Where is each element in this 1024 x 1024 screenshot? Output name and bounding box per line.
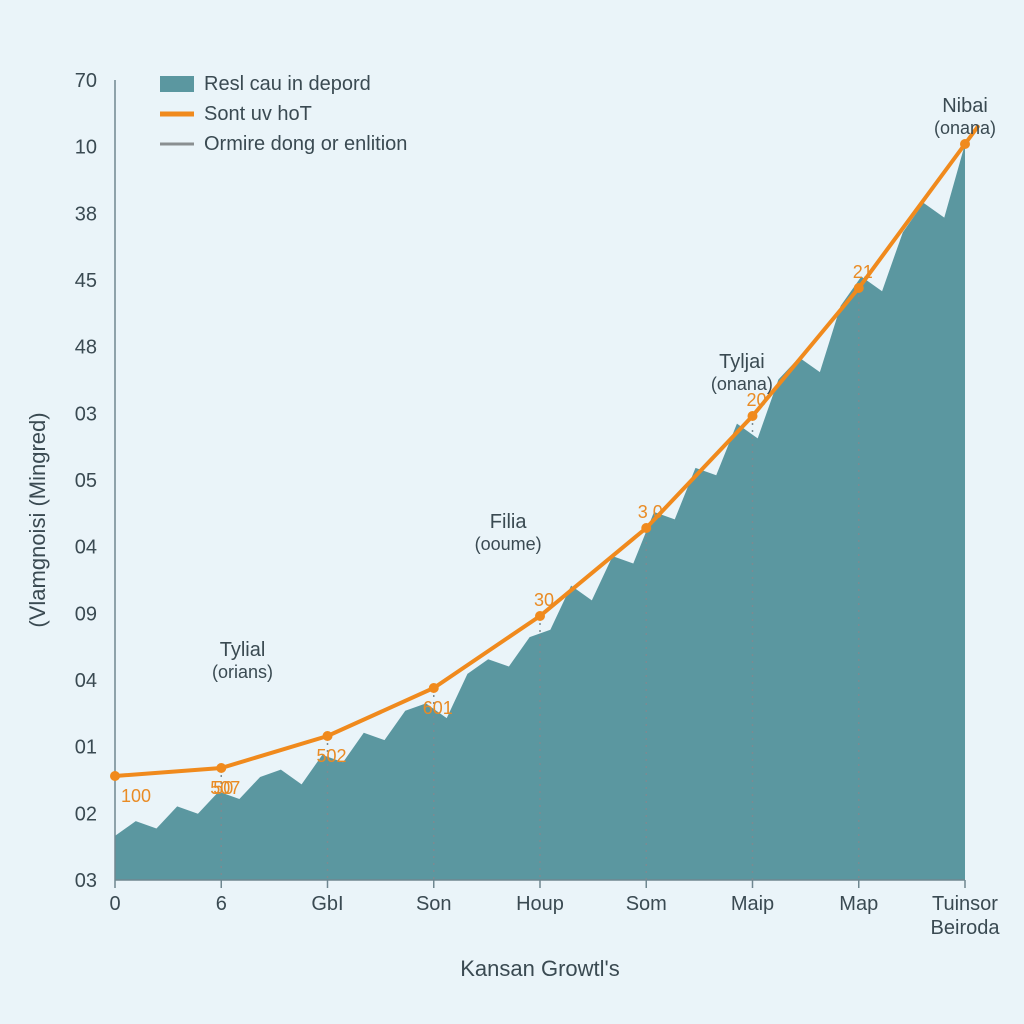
y-tick-label: 01 xyxy=(75,737,97,759)
x-tick-label: 0 xyxy=(109,893,120,915)
line-point-label: 30 xyxy=(534,590,554,610)
x-tick-label: Beiroda xyxy=(931,917,1001,939)
y-tick-label: 10 xyxy=(75,137,97,159)
y-tick-label: 09 xyxy=(75,603,97,625)
line-marker xyxy=(641,523,651,533)
annotation-title: Tylial xyxy=(220,639,266,661)
line-marker xyxy=(110,771,120,781)
line-marker xyxy=(748,411,758,421)
annotation-sub: (ooume) xyxy=(475,534,542,554)
line-point-label: 502 xyxy=(316,746,346,766)
legend-label: Sont uv hoT xyxy=(204,103,312,125)
y-tick-label: 04 xyxy=(75,537,97,559)
y-tick-label: 04 xyxy=(75,670,97,692)
growth-chart: 70 10 38 45 48 03 05 04 09 04 01 02 03 (Vlamgnoisi (M… xyxy=(0,0,1024,1024)
line-point-label: 100 xyxy=(121,786,151,806)
legend-swatch-area xyxy=(160,76,194,92)
annotation-sub: (onana) xyxy=(711,374,773,394)
y-axis-title: (Vlamgnoisi (Mingred) xyxy=(25,412,50,627)
legend-label: Resl cau in depord xyxy=(204,73,371,95)
y-tick-label: 70 xyxy=(75,70,97,92)
annotation-title: Filia xyxy=(490,511,528,533)
x-tick-label: Map xyxy=(839,893,878,915)
x-tick-label: Som xyxy=(626,893,667,915)
annotation-sub: (onana) xyxy=(934,118,996,138)
x-tick-label: GbI xyxy=(311,893,343,915)
y-tick-label: 02 xyxy=(75,803,97,825)
annotation-sub: (orians) xyxy=(212,662,273,682)
annotation-title: Nibai xyxy=(942,95,988,117)
line-marker xyxy=(323,731,333,741)
x-tick-label: 6 xyxy=(216,893,227,915)
x-axis-title: Kansan Growtl's xyxy=(460,956,620,981)
x-tick-label: Maip xyxy=(731,893,774,915)
line-marker xyxy=(216,763,226,773)
area-series xyxy=(115,144,965,880)
line-marker xyxy=(429,683,439,693)
line-point-label: 3 0 xyxy=(638,502,663,522)
y-tick-label: 05 xyxy=(75,470,97,492)
line-marker xyxy=(854,283,864,293)
y-tick-label: 45 xyxy=(75,270,97,292)
line-point-label: 601 xyxy=(423,698,453,718)
line-marker xyxy=(535,611,545,621)
x-tick-label: Houp xyxy=(516,893,564,915)
line-point-label: 50 xyxy=(213,778,233,798)
x-tick-label: Son xyxy=(416,893,452,915)
annotation-title: Tyljai xyxy=(719,351,765,373)
y-tick-label: 03 xyxy=(75,870,97,892)
legend-label: Ormire dong or enlition xyxy=(204,133,407,155)
line-marker xyxy=(960,139,970,149)
y-tick-label: 03 xyxy=(75,403,97,425)
y-tick-label: 38 xyxy=(75,203,97,225)
y-tick-label: 48 xyxy=(75,337,97,359)
x-tick-label: Tuinsor xyxy=(932,893,998,915)
line-point-label: 21 xyxy=(853,262,873,282)
